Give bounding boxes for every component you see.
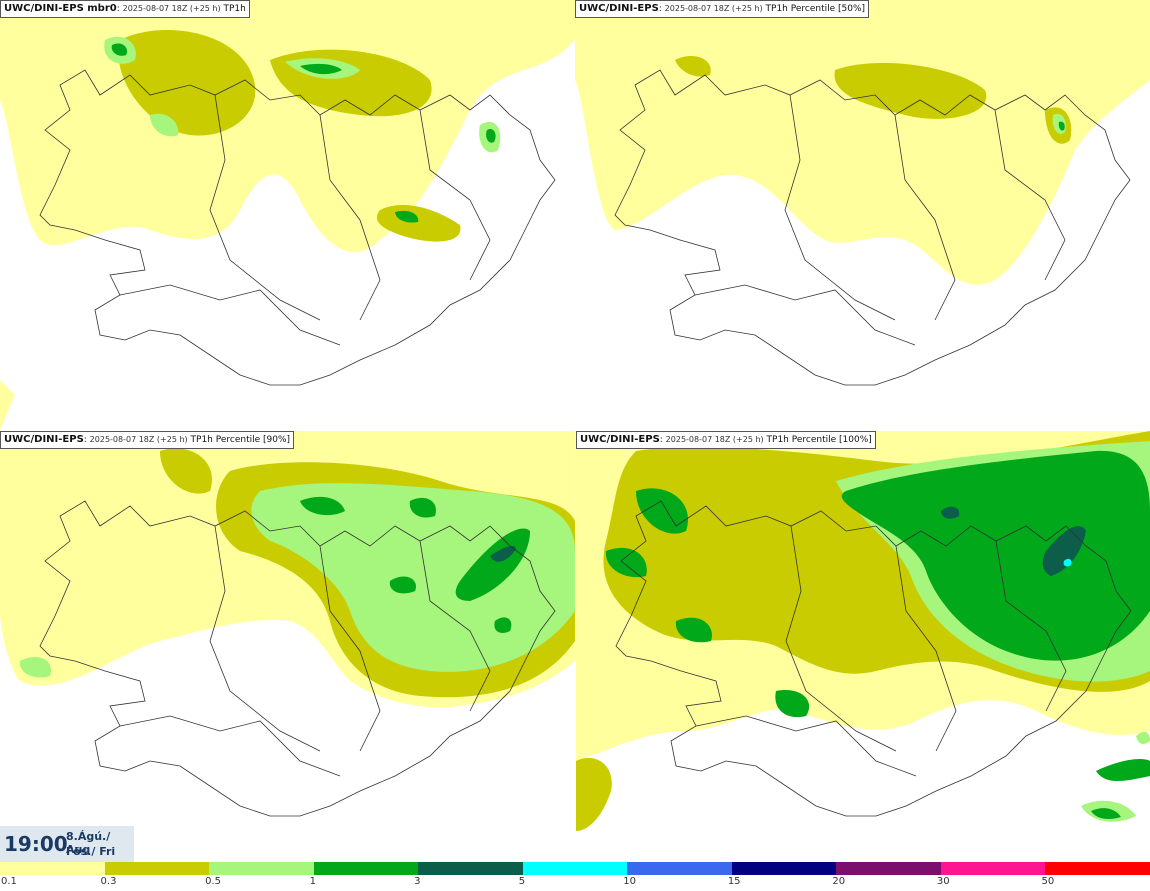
field-name: TP1h Percentile [90%] bbox=[190, 435, 291, 445]
valid-day: Fös./ Fri bbox=[66, 845, 116, 858]
model-name: UWC/DINI-EPS bbox=[580, 434, 660, 445]
colorbar-tick-label: 10 bbox=[623, 876, 636, 887]
valid-time-box: 19:00 8.Ágú./ Aug Fös./ Fri bbox=[0, 826, 134, 862]
panel-title: UWC/DINI-EPS: 2025-08-07 18Z (+25 h) TP1… bbox=[575, 0, 870, 18]
colorbar-segment bbox=[104, 862, 210, 875]
colorbar-tick-label: 20 bbox=[832, 876, 846, 887]
field-name: TP1h Percentile [50%] bbox=[765, 4, 866, 14]
precip-map-p100 bbox=[576, 431, 1150, 831]
colorbar-tick-label: 0.3 bbox=[100, 876, 117, 887]
colorbar-segment bbox=[627, 862, 732, 875]
iceland-outline bbox=[614, 69, 1131, 386]
map-panel-p90: UWC/DINI-EPS: 2025-08-07 18Z (+25 h) TP1… bbox=[0, 431, 575, 861]
run-timestamp: 2025-08-07 18Z (+25 h) bbox=[664, 4, 763, 13]
panel-title: UWC/DINI-EPS mbr0: 2025-08-07 18Z (+25 h… bbox=[0, 0, 250, 18]
colorbar-segment bbox=[731, 862, 837, 875]
colorbar-segment bbox=[209, 862, 314, 875]
colorbar-tick-label: 30 bbox=[936, 876, 950, 887]
map-panel-member0: UWC/DINI-EPS mbr0: 2025-08-07 18Z (+25 h… bbox=[0, 0, 575, 430]
run-timestamp: 2025-08-07 18Z (+25 h) bbox=[665, 435, 764, 444]
colorbar-ticks: 0.1 0.3 0.5 1 3 5 10 15 20 30 50 bbox=[0, 876, 1150, 890]
precip-colorbar bbox=[0, 862, 1150, 875]
run-timestamp: 2025-08-07 18Z (+25 h) bbox=[122, 4, 221, 13]
model-name: UWC/DINI-EPS bbox=[579, 3, 659, 14]
run-timestamp: 2025-08-07 18Z (+25 h) bbox=[89, 435, 188, 444]
precip-map-member0 bbox=[0, 0, 575, 430]
field-name: TP1h Percentile [100%] bbox=[766, 435, 872, 445]
colorbar-tick-label: 15 bbox=[727, 876, 741, 887]
colorbar-tick-label: 0.1 bbox=[1, 876, 17, 887]
model-name: UWC/DINI-EPS bbox=[4, 434, 84, 445]
colorbar-tick-label: 5 bbox=[518, 876, 526, 887]
map-panel-p50: UWC/DINI-EPS: 2025-08-07 18Z (+25 h) TP1… bbox=[575, 0, 1150, 430]
field-name: TP1h bbox=[223, 4, 246, 14]
precip-map-p50 bbox=[575, 0, 1150, 386]
precip-map-p90 bbox=[0, 431, 575, 817]
iceland-outline bbox=[39, 500, 556, 817]
panel-title: UWC/DINI-EPS: 2025-08-07 18Z (+25 h) TP1… bbox=[576, 431, 876, 449]
iceland-outline bbox=[615, 500, 1132, 817]
valid-time: 19:00 bbox=[4, 832, 68, 856]
colorbar-tick-label: 1 bbox=[309, 876, 316, 887]
colorbar-segment bbox=[836, 862, 941, 875]
colorbar-segment bbox=[0, 862, 105, 875]
colorbar-segment bbox=[418, 862, 523, 875]
colorbar-tick-label: 50 bbox=[1041, 876, 1055, 887]
colorbar-tick-label: 0.5 bbox=[205, 876, 221, 887]
model-name: UWC/DINI-EPS mbr0 bbox=[4, 3, 117, 14]
iceland-outline bbox=[39, 69, 556, 386]
colorbar-segment bbox=[522, 862, 628, 875]
colorbar-segment bbox=[940, 862, 1046, 875]
valid-date: 8.Ágú./ Aug bbox=[66, 830, 111, 856]
panel-title: UWC/DINI-EPS: 2025-08-07 18Z (+25 h) TP1… bbox=[0, 431, 295, 449]
colorbar-tick-label: 3 bbox=[414, 876, 421, 887]
colorbar-segment bbox=[1045, 862, 1150, 875]
colorbar-segment bbox=[313, 862, 419, 875]
map-panel-p100: UWC/DINI-EPS: 2025-08-07 18Z (+25 h) TP1… bbox=[576, 431, 1150, 861]
